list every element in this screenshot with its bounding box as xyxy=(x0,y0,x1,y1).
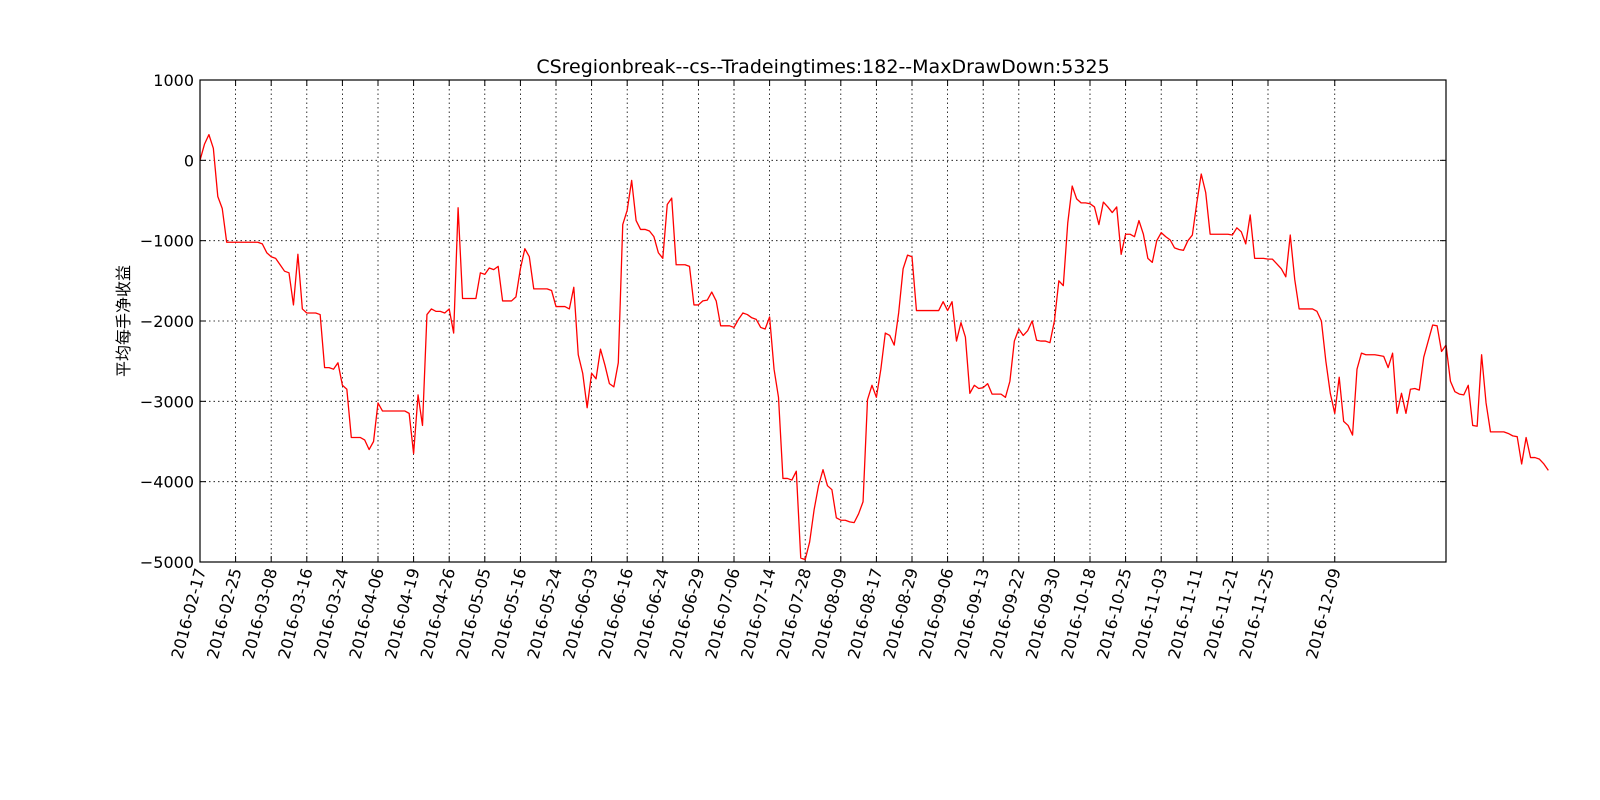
chart-title: CSregionbreak--cs--Tradeingtimes:182--Ma… xyxy=(536,56,1109,78)
y-tick-label: −5000 xyxy=(140,553,194,572)
x-tick-label: 2016-08-17 xyxy=(844,566,886,661)
x-tick-label: 2016-06-24 xyxy=(630,566,672,661)
x-tick-label: 2016-09-22 xyxy=(986,566,1028,661)
x-tick-label: 2016-06-29 xyxy=(666,566,708,661)
x-tick-label: 2016-04-26 xyxy=(417,566,459,661)
x-tick-label: 2016-02-17 xyxy=(167,566,209,661)
series-line-0 xyxy=(199,133,1549,561)
y-tick-label: −2000 xyxy=(140,312,194,331)
x-tick-label: 2016-05-05 xyxy=(452,566,494,661)
y-tick-label: −4000 xyxy=(140,473,194,492)
y-tick-label: −3000 xyxy=(140,392,194,411)
grid xyxy=(200,80,1446,562)
x-tick-label: 2016-03-08 xyxy=(239,566,281,661)
x-tick-label: 2016-02-25 xyxy=(203,566,245,661)
x-tick-label: 2016-03-24 xyxy=(310,566,352,661)
y-tick-label: −1000 xyxy=(140,232,194,251)
x-tick-label: 2016-08-09 xyxy=(808,566,850,661)
y-axis-ticks: 1000 0 −1000 −2000 −3000 −4000 −5000 xyxy=(140,71,1446,572)
x-tick-label: 2016-11-25 xyxy=(1235,566,1277,661)
x-tick-label: 2016-09-13 xyxy=(951,566,993,661)
x-tick-label: 2016-06-16 xyxy=(595,566,637,661)
x-tick-label: 2016-07-28 xyxy=(773,566,815,661)
x-tick-label: 2016-10-25 xyxy=(1093,566,1135,661)
y-tick-label: 1000 xyxy=(153,71,194,90)
x-tick-label: 2016-09-30 xyxy=(1022,566,1064,661)
y-axis-label: 平均每手净收益 xyxy=(114,265,133,377)
y-tick-label: 0 xyxy=(184,151,194,170)
x-tick-label: 2016-07-14 xyxy=(737,566,779,661)
x-tick-label: 2016-04-19 xyxy=(381,566,423,661)
x-tick-label: 2016-05-16 xyxy=(488,566,530,661)
x-tick-label: 2016-06-03 xyxy=(559,566,601,661)
x-tick-label: 2016-04-06 xyxy=(345,566,387,661)
x-tick-label: 2016-11-11 xyxy=(1164,566,1206,661)
x-tick-label: 2016-05-24 xyxy=(523,566,565,661)
x-tick-label: 2016-08-29 xyxy=(879,566,921,661)
series-layer xyxy=(199,133,1549,561)
x-tick-label: 2016-09-06 xyxy=(915,566,957,661)
x-tick-label: 2016-07-06 xyxy=(701,566,743,661)
x-axis-ticks: 2016-02-172016-02-252016-03-082016-03-16… xyxy=(167,80,1345,661)
x-tick-label: 2016-12-09 xyxy=(1302,566,1344,661)
x-tick-label: 2016-11-21 xyxy=(1200,566,1242,661)
x-tick-label: 2016-11-03 xyxy=(1129,566,1171,661)
x-tick-label: 2016-03-16 xyxy=(274,566,316,661)
x-tick-label: 2016-10-18 xyxy=(1057,566,1099,661)
plot-frame xyxy=(199,79,1447,563)
